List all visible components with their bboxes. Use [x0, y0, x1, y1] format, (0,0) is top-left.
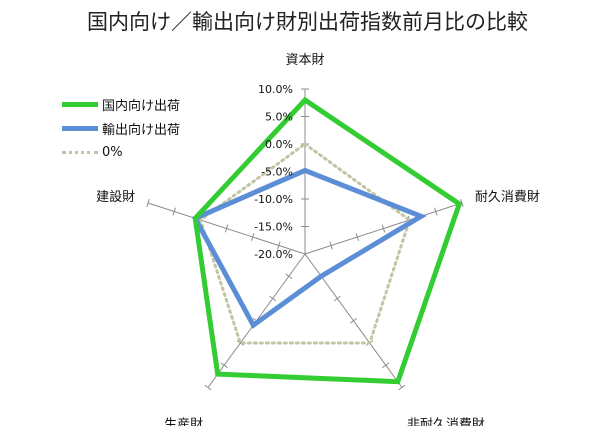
series-domestic-line: [192, 96, 463, 385]
legend-item-export: 輸出向け出荷: [62, 116, 180, 140]
category-production-goods: 生産財: [164, 416, 203, 426]
axis-tick: [269, 295, 277, 302]
legend-label-domestic: 国内向け出荷: [102, 98, 181, 114]
tick-label: -15.0%: [254, 221, 293, 234]
axis-tick: [349, 317, 358, 324]
axis-tick: [146, 199, 150, 207]
series-export-line: [191, 167, 427, 329]
axis-tick: [277, 241, 281, 250]
axis-tick: [172, 207, 176, 216]
legend-swatch-export: [62, 125, 98, 131]
tick-label: -10.0%: [254, 193, 293, 206]
axis-tick: [398, 384, 406, 391]
legend-label-export: 輸出向け出荷: [102, 122, 181, 138]
tick-label: 0.0%: [265, 138, 293, 151]
chart-title: 国内向け／輸出向け財別出荷指数前月比の比較: [87, 10, 528, 34]
axis-tick: [236, 340, 244, 346]
category-construction-goods: 建設財: [96, 189, 135, 205]
axis-tick: [250, 233, 255, 241]
legend-swatch-domestic: [62, 101, 98, 107]
legend: 国内向け出荷 輸出向け出荷 0%: [62, 92, 180, 164]
tick-label: -5.0%: [261, 166, 293, 179]
legend-item-zero: 0%: [62, 140, 180, 164]
axis-tick: [355, 233, 360, 241]
axis-tick: [381, 224, 386, 233]
axis-tick: [329, 241, 333, 250]
axis-tick: [220, 362, 228, 368]
legend-label-zero: 0%: [102, 144, 123, 160]
category-nondurable-consumer: 非耐久消費財: [407, 417, 485, 426]
legend-swatch-zero: [62, 150, 98, 154]
axis-tick: [285, 273, 293, 280]
axis-tick: [204, 384, 212, 391]
axis-tick: [382, 362, 390, 368]
category-capital-goods: 資本財: [285, 53, 324, 68]
tick-label: 10.0%: [258, 83, 293, 96]
axis-tick: [224, 224, 229, 233]
tick-label: -20.0%: [254, 248, 293, 261]
legend-item-domestic: 国内向け出荷: [62, 92, 180, 116]
axis-tick: [333, 295, 341, 302]
tick-label: 5.0%: [265, 111, 293, 124]
axis-tick: [434, 207, 438, 216]
category-durable-consumer: 耐久消費財: [475, 190, 540, 205]
